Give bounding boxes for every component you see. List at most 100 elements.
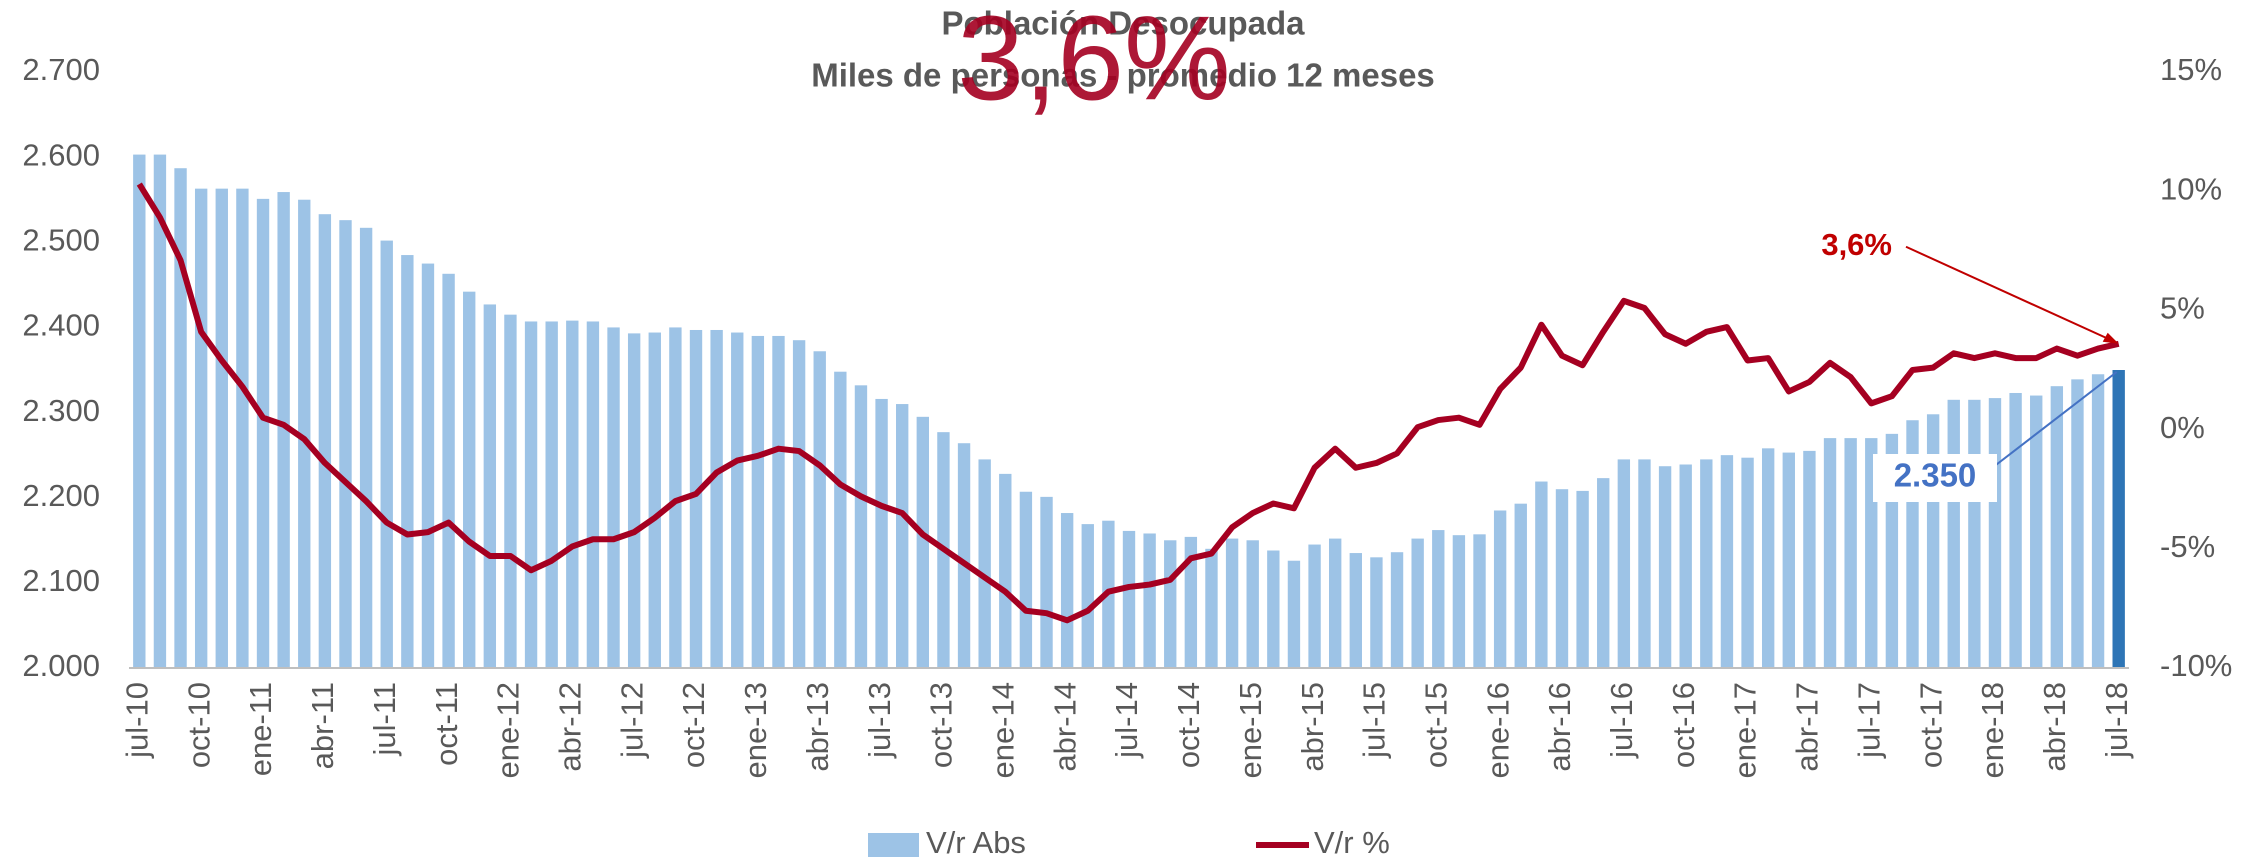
- bar: [256, 198, 270, 668]
- bar: [1164, 540, 1177, 668]
- x-tick-label: jul-12: [614, 682, 649, 759]
- bar: [627, 333, 641, 668]
- legend-swatch: [868, 833, 919, 857]
- x-tick-label: ene-17: [1728, 682, 1763, 779]
- x-tick-label: abr-11: [305, 682, 340, 769]
- bar: [1122, 530, 1136, 668]
- bar: [1597, 478, 1610, 668]
- chart-title: Población Desocupada: [941, 5, 1305, 42]
- bar: [359, 227, 373, 668]
- x-tick-label: abr-13: [800, 682, 835, 772]
- bar: [1555, 489, 1569, 668]
- x-tick-label: ene-13: [738, 682, 773, 779]
- bar: [1617, 459, 1631, 668]
- bar: [442, 273, 455, 668]
- bar: [2050, 386, 2064, 668]
- overlay-text: 3,6%: [957, 0, 1231, 126]
- bar: [1246, 540, 1259, 668]
- bar: [1040, 496, 1053, 668]
- bar: [1225, 538, 1239, 668]
- bar: [751, 335, 765, 668]
- bar: [1700, 459, 1713, 668]
- bar: [1308, 544, 1321, 668]
- bar: [1741, 457, 1754, 668]
- bar: [1968, 399, 1981, 668]
- bar: [792, 340, 806, 668]
- bar: [2030, 395, 2043, 668]
- bar: [586, 321, 600, 668]
- bar: [153, 154, 167, 669]
- x-tick-label: jul-18: [2099, 682, 2134, 759]
- bar: [194, 188, 208, 668]
- bar: [1679, 464, 1692, 668]
- bar: [1493, 510, 1507, 668]
- bar: [2071, 379, 2084, 668]
- bar: [1205, 548, 1218, 668]
- x-tick-label: ene-16: [1480, 682, 1515, 779]
- bar: [2091, 374, 2105, 668]
- bar: [463, 291, 476, 668]
- x-tick-label: jul-13: [862, 682, 897, 759]
- x-tick-label: jul-17: [1851, 682, 1886, 759]
- bar: [380, 240, 393, 668]
- bar: [607, 327, 620, 668]
- label-leader: [1978, 371, 2118, 479]
- y-tick-label: 2.500: [22, 222, 100, 257]
- bar: [896, 404, 909, 668]
- x-tick-label: oct-12: [676, 682, 711, 768]
- label-leader: [1905, 245, 2116, 343]
- y-tick-label: 2.400: [22, 308, 100, 343]
- x-tick-label: oct-17: [1913, 682, 1948, 768]
- bar: [545, 321, 558, 668]
- y2-tick-label: 10%: [2160, 171, 2222, 206]
- bar: [1947, 399, 1960, 668]
- data-label: 2.350: [1894, 457, 1977, 494]
- legend-label: V/r %: [1314, 825, 1390, 860]
- x-tick-label: jul-16: [1604, 682, 1639, 759]
- bar: [999, 473, 1012, 668]
- bar: [236, 188, 249, 668]
- bar: [1081, 524, 1094, 668]
- y-tick-label: 2.300: [22, 393, 100, 428]
- x-tick-label: ene-15: [1233, 682, 1268, 779]
- x-tick-label: jul-15: [1357, 682, 1392, 759]
- bar: [1844, 438, 1857, 668]
- label-box: [1873, 454, 1997, 502]
- bar: [1287, 560, 1301, 668]
- bar: [1143, 533, 1156, 668]
- bar: [133, 154, 146, 669]
- line: [136, 182, 2120, 624]
- bar: [1514, 503, 1527, 668]
- bar: [1349, 553, 1362, 668]
- bar: [1060, 513, 1074, 668]
- x-tick-label: oct-13: [924, 682, 959, 768]
- label-arrowhead: [2102, 332, 2119, 344]
- bar: [1370, 557, 1383, 668]
- x-tick-label: abr-18: [2037, 682, 2072, 772]
- bar: [1184, 536, 1198, 668]
- x-tick-label: jul-10: [119, 682, 154, 759]
- x-tick-label: oct-10: [181, 682, 216, 768]
- bar: [854, 385, 868, 668]
- y2-tick-label: -5%: [2160, 529, 2215, 564]
- y-tick-label: 2.600: [22, 137, 100, 172]
- bar: [1452, 535, 1466, 668]
- bar: [1411, 538, 1424, 668]
- bar: [978, 459, 991, 668]
- bar: [957, 443, 971, 668]
- bar: [421, 263, 435, 668]
- bar: [1535, 481, 1548, 668]
- bar: [916, 416, 929, 668]
- chart-subtitle: Miles de personas - promedio 12 meses: [811, 57, 1435, 94]
- bar: [174, 168, 187, 668]
- y-tick-label: 2.100: [22, 563, 100, 598]
- x-tick-label: abr-16: [1542, 682, 1577, 772]
- y2-tick-label: 15%: [2160, 52, 2222, 87]
- y2-tick-label: -10%: [2160, 648, 2232, 683]
- x-tick-label: oct-14: [1171, 682, 1206, 768]
- bar: [1329, 538, 1342, 668]
- bar: [1658, 466, 1672, 668]
- bar: [834, 371, 847, 668]
- bar: [1823, 438, 1837, 668]
